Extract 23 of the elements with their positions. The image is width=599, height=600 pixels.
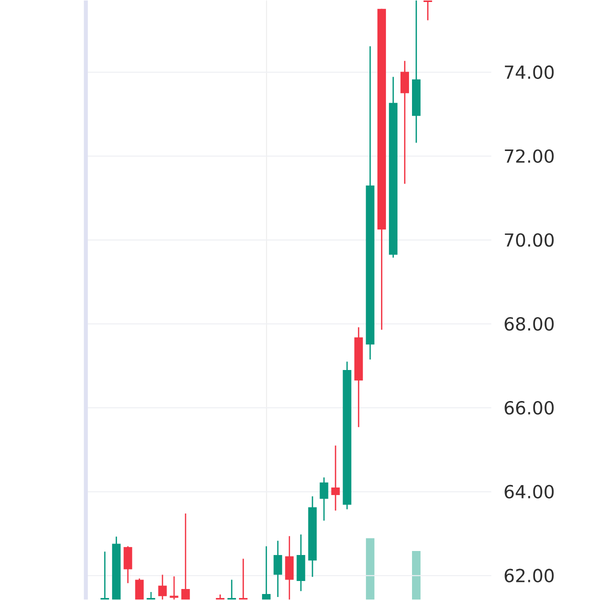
- y-tick-label: 74.00: [504, 65, 554, 80]
- y-tick-label: 72.00: [504, 149, 554, 163]
- candlestick: [158, 574, 167, 600]
- candlestick: [331, 444, 340, 512]
- candlestick: [216, 594, 224, 600]
- candlestick: [100, 551, 110, 600]
- candlestick: [124, 546, 132, 584]
- y-tick-label: 62.00: [504, 568, 554, 582]
- candlestick: [181, 512, 190, 600]
- y-tick-label: 68.00: [504, 317, 554, 331]
- y-tick-label: 64.00: [504, 484, 554, 498]
- candlestick: [170, 576, 178, 600]
- y-tick-label: 66.00: [504, 401, 554, 415]
- candlestick: [274, 540, 282, 598]
- candlestick: [285, 536, 294, 600]
- candlestick: [238, 558, 248, 600]
- candlestick: [400, 60, 410, 184]
- candlestick: [424, 0, 432, 21]
- candlestick: [227, 579, 236, 600]
- y-tick-label: 70.00: [504, 233, 554, 247]
- candlestick: [262, 546, 271, 600]
- candlestick: [320, 476, 328, 522]
- candlestick: [135, 578, 144, 600]
